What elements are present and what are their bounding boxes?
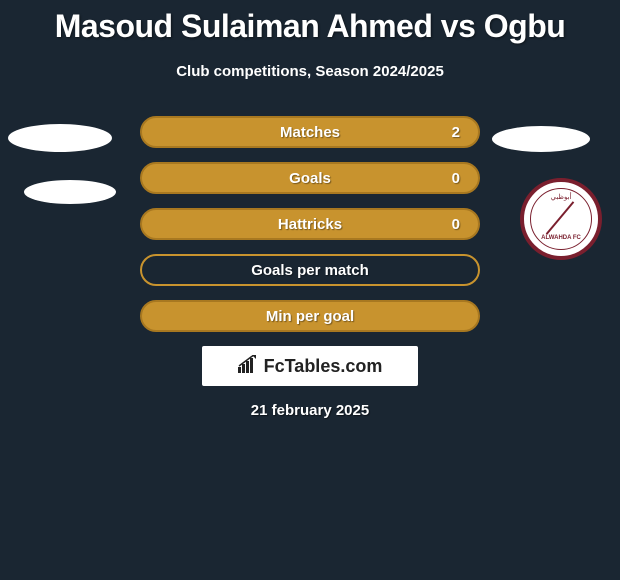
page-subtitle: Club competitions, Season 2024/2025	[0, 63, 620, 80]
badge-top-text: أبوظبي	[550, 193, 571, 201]
player-left-shape-2	[24, 180, 116, 204]
stat-value-right: 0	[452, 170, 460, 187]
stat-bar-goals-per-match: Goals per match	[140, 254, 480, 286]
stat-bar-goals: Goals 0	[140, 162, 480, 194]
branding-text: FcTables.com	[264, 356, 383, 377]
club-badge-right: أبوظبي ALWAHDA FC	[520, 178, 602, 260]
stat-bar-min-per-goal: Min per goal	[140, 300, 480, 332]
stat-label: Matches	[280, 124, 340, 141]
chart-icon	[238, 355, 260, 378]
stat-bar-hattricks: Hattricks 0	[140, 208, 480, 240]
player-left-shape-1	[8, 124, 112, 152]
stat-value-right: 0	[452, 216, 460, 233]
badge-inner-circle: أبوظبي ALWAHDA FC	[530, 188, 592, 250]
stat-bar-matches: Matches 2	[140, 116, 480, 148]
player-right-shape-1	[492, 126, 590, 152]
branding-box: FcTables.com	[202, 346, 418, 386]
stat-value-right: 2	[452, 124, 460, 141]
date-text: 21 february 2025	[0, 402, 620, 419]
badge-bottom-text: ALWAHDA FC	[541, 235, 581, 241]
stat-label: Min per goal	[266, 308, 354, 325]
page-title: Masoud Sulaiman Ahmed vs Ogbu	[0, 0, 620, 45]
stat-label: Goals per match	[251, 262, 369, 279]
stat-label: Goals	[289, 170, 331, 187]
badge-sword-icon	[546, 201, 575, 234]
stat-label: Hattricks	[278, 216, 342, 233]
